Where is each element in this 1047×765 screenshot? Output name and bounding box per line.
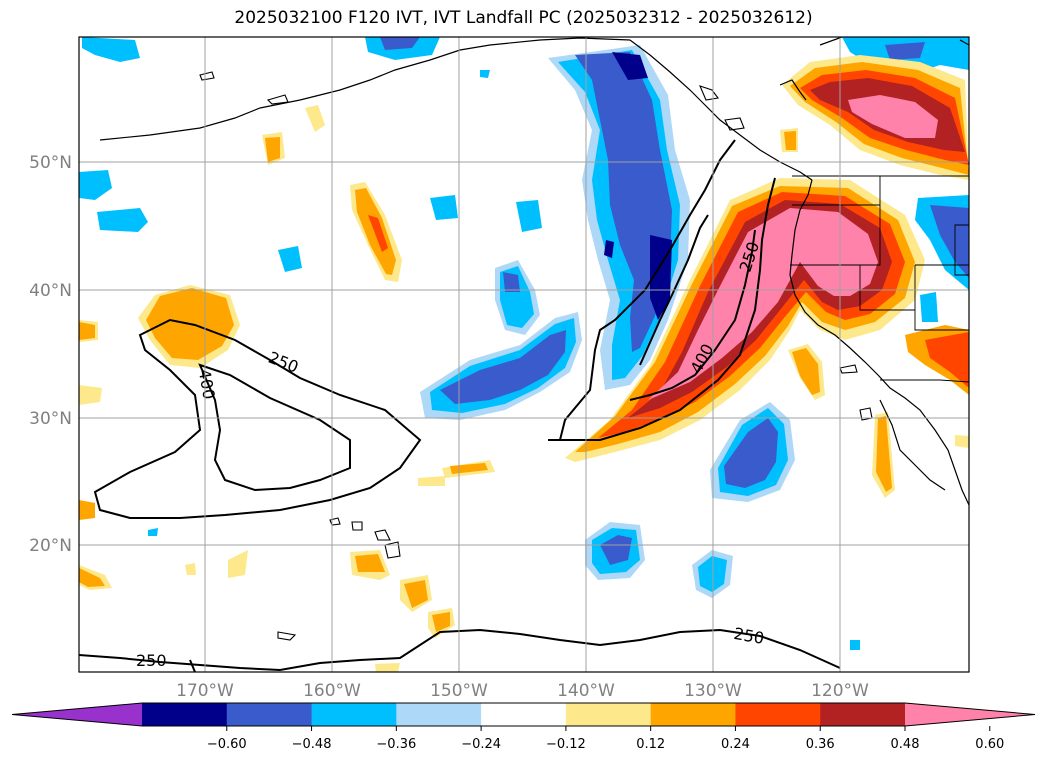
colorbar-segment (650, 703, 736, 726)
colorbar: −0.60 −0.48 −0.36 −0.24 −0.12 0.12 0.24 0.36 0.4… (11, 702, 1036, 752)
lat-label-50n: 50°N (29, 153, 72, 173)
lon-label-170w: 170°W (176, 681, 234, 701)
lon-label-120w: 120°W (811, 681, 869, 701)
lon-label-130w: 130°W (684, 681, 742, 701)
lat-label-30n: 30°N (29, 409, 72, 429)
positive-anomaly-northeast (782, 55, 969, 180)
lon-label-140w: 140°W (557, 681, 615, 701)
colorbar-tick-label: 0.24 (721, 737, 750, 752)
latitude-labels: 50°N 40°N 30°N 20°N (29, 153, 72, 556)
coastlines (99, 37, 969, 506)
lon-label-160w: 160°W (303, 681, 361, 701)
negative-anomaly-central (420, 260, 582, 420)
colorbar-segment (481, 703, 567, 726)
contour-label-250-southwest: 250 (136, 651, 167, 670)
colorbar-tick-label: 0.36 (806, 737, 835, 752)
colorbar-tick-label: −0.24 (461, 737, 501, 752)
colorbar-outline (11, 702, 1036, 727)
colorbar-extension-low (12, 703, 142, 726)
colorbar-tick-label: −0.48 (292, 737, 332, 752)
colorbar-tick-label: −0.12 (546, 737, 586, 752)
colorbar-segment (226, 703, 313, 726)
colorbar-segment (142, 703, 228, 726)
ivt-contours (79, 139, 841, 672)
negative-anomaly-small-patches (79, 37, 969, 650)
graticule (79, 37, 969, 672)
map-field: 250 400 250 400 250 250 (79, 37, 969, 672)
lon-label-150w: 150°W (430, 681, 488, 701)
colorbar-segment (396, 703, 482, 726)
colorbar-segment (565, 703, 652, 726)
negative-anomaly-north-pacific (548, 45, 690, 390)
map-title: 2025032100 F120 IVT, IVT Landfall PC (20… (234, 8, 813, 28)
colorbar-segment (311, 703, 397, 726)
lat-label-40n: 40°N (29, 281, 72, 301)
colorbar-tick-label: 0.60 (975, 737, 1004, 752)
colorbar-extension-high (905, 703, 1035, 726)
colorbar-segment (735, 703, 821, 726)
colorbar-tick-label: −0.36 (376, 737, 416, 752)
colorbar-tick-label: −0.60 (207, 737, 247, 752)
colorbar-tick-label: 0.48 (891, 737, 920, 752)
lat-label-20n: 20°N (29, 536, 72, 556)
map-frame (78, 36, 970, 673)
colorbar-tick-label: 0.12 (636, 737, 665, 752)
longitude-labels: 170°W 160°W 150°W 140°W 130°W 120°W (176, 681, 869, 701)
colorbar-segment (820, 703, 906, 726)
islands (199, 71, 873, 641)
positive-anomaly-atmospheric-river (565, 178, 925, 462)
